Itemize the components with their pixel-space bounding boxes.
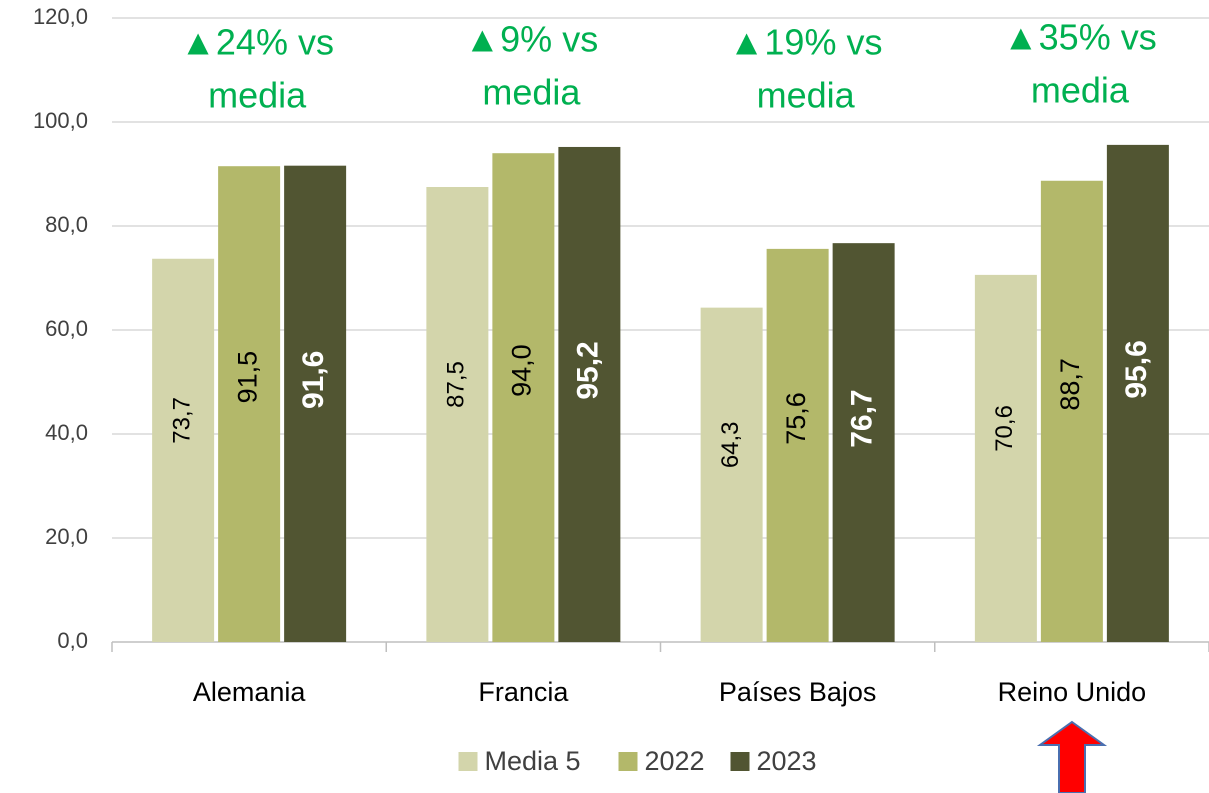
x-tick-label: Alemania	[193, 677, 307, 707]
bar	[218, 166, 281, 642]
x-tick-label: Reino Unido	[998, 677, 1147, 707]
legend-swatch	[618, 752, 638, 771]
legend-label: Media 5	[485, 746, 581, 776]
data-label: 75,6	[781, 392, 811, 445]
data-label: 73,7	[168, 397, 195, 444]
data-label: 87,5	[443, 361, 470, 408]
data-label: 95,2	[571, 341, 604, 399]
annotation: ▲19% vs	[729, 22, 883, 63]
data-label: 88,7	[1055, 358, 1085, 411]
data-label: 94,0	[507, 344, 537, 397]
data-label: 91,6	[297, 351, 330, 409]
legend-label: 2023	[757, 746, 817, 776]
annotation: ▲35% vs	[1003, 16, 1157, 57]
bar	[426, 187, 489, 642]
annotation: media	[757, 75, 856, 116]
bar	[558, 146, 621, 642]
bar	[152, 258, 215, 642]
legend-label: 2022	[645, 746, 705, 776]
data-label: 70,6	[991, 405, 1018, 452]
y-tick-label: 0,0	[57, 628, 88, 653]
data-label: 76,7	[846, 389, 879, 447]
legend-swatch	[730, 752, 750, 771]
data-label: 64,3	[717, 421, 744, 468]
y-tick-label: 80,0	[45, 212, 88, 237]
annotation: ▲9% vs	[465, 18, 599, 59]
data-label: 95,6	[1120, 340, 1153, 398]
red-arrow	[1036, 720, 1108, 793]
bar	[1040, 180, 1103, 642]
legend-swatch	[458, 752, 478, 771]
bar	[974, 274, 1037, 642]
y-tick-label: 120,0	[33, 4, 88, 29]
annotation: media	[1031, 69, 1130, 110]
bar	[832, 243, 895, 642]
bar	[1106, 144, 1169, 642]
bar	[492, 153, 555, 642]
annotation: media	[482, 71, 581, 112]
bar	[766, 248, 829, 642]
y-tick-label: 60,0	[45, 316, 88, 341]
x-tick-label: Países Bajos	[719, 677, 877, 707]
bar	[700, 307, 763, 642]
data-label: 91,5	[232, 351, 262, 404]
annotation: ▲24% vs	[180, 22, 334, 63]
y-tick-label: 20,0	[45, 524, 88, 549]
x-tick-label: Francia	[478, 677, 569, 707]
y-tick-label: 40,0	[45, 420, 88, 445]
bar	[284, 165, 347, 642]
y-tick-label: 100,0	[33, 108, 88, 133]
annotation: media	[208, 75, 307, 116]
